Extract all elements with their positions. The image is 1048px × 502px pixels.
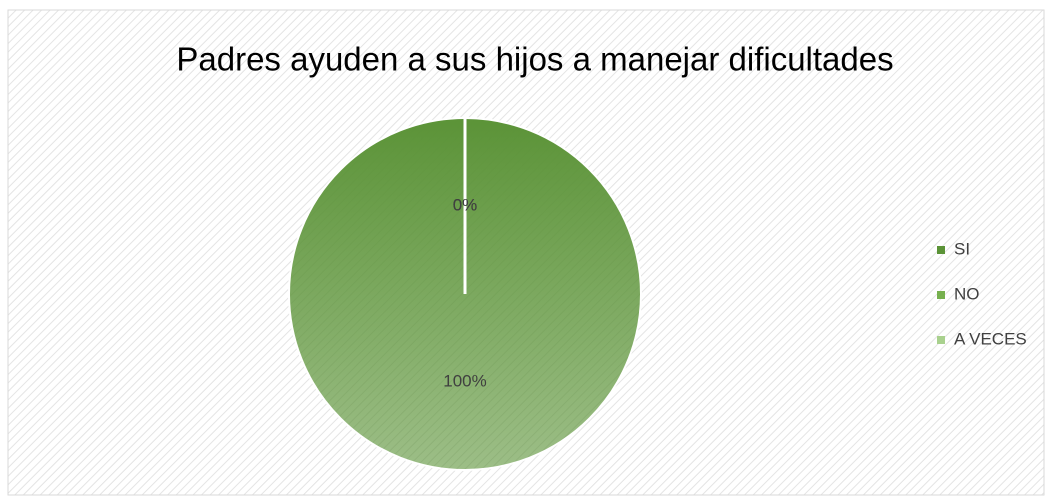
legend-label: NO: [954, 284, 980, 303]
legend-label: SI: [954, 239, 970, 258]
legend-marker: [937, 336, 945, 344]
data-label: 0%: [453, 195, 478, 214]
data-label: 100%: [443, 371, 486, 390]
legend-marker: [937, 246, 945, 254]
chart-title: Padres ayuden a sus hijos a manejar difi…: [176, 41, 893, 78]
legend-marker: [937, 291, 945, 299]
legend-label: A VECES: [954, 329, 1027, 348]
